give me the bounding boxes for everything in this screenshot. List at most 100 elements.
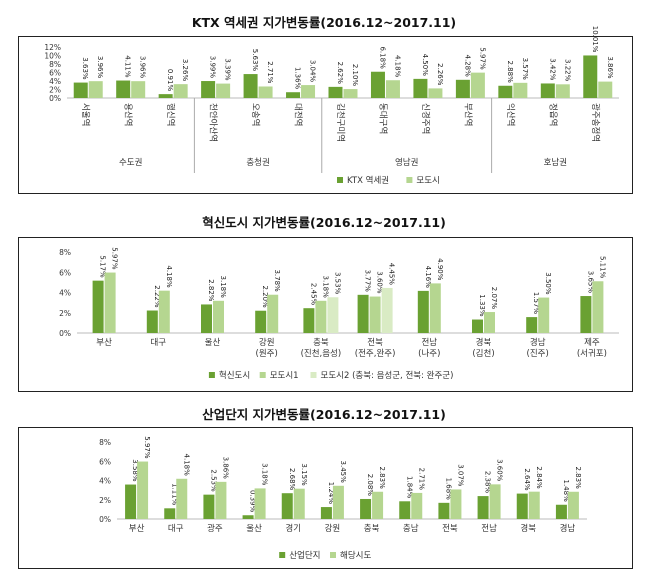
bar-primary xyxy=(286,92,301,98)
bar-comparison xyxy=(598,81,613,98)
x-tick-label: 대전역 xyxy=(293,103,304,126)
bar-comparison xyxy=(104,272,116,333)
bar-primary xyxy=(417,290,429,333)
x-tick-label: 경남 xyxy=(560,523,576,534)
y-tick-label: 6% xyxy=(99,457,111,466)
x-tick-label: 대구 xyxy=(150,338,166,348)
data-label: 3.18% xyxy=(321,276,329,299)
bar-comparison xyxy=(450,489,462,519)
data-label: 3.65% xyxy=(586,271,594,294)
legend-label: 모도시2 (충북: 음성군, 전북: 완주군) xyxy=(321,370,454,381)
bar-comparison xyxy=(137,461,149,519)
bar-comparison xyxy=(254,488,266,519)
data-label: 2.07% xyxy=(490,287,498,310)
data-label: 3.45% xyxy=(339,461,347,484)
legend-swatch xyxy=(310,372,317,378)
bar-primary xyxy=(201,81,216,98)
bar-primary xyxy=(125,484,137,519)
data-label: 3.53% xyxy=(333,272,341,295)
x-tick-label: 행신역 xyxy=(165,103,176,126)
bar-primary xyxy=(516,493,528,519)
group-label: 충청권 xyxy=(246,157,269,168)
bar-primary xyxy=(73,82,88,98)
bar-comparison xyxy=(88,81,103,98)
y-tick-label: 10% xyxy=(44,52,61,61)
data-label: 2.83% xyxy=(574,467,582,490)
data-label: 2.62% xyxy=(336,62,344,85)
data-label: 3.86% xyxy=(606,56,614,79)
bar-comparison xyxy=(484,312,495,333)
bar-primary xyxy=(203,494,215,519)
x-tick-label-line: 대구 xyxy=(150,338,166,348)
y-tick-label: 12% xyxy=(44,43,61,52)
data-label: 2.45% xyxy=(309,283,317,306)
bar-primary xyxy=(498,85,513,98)
bar-comparison xyxy=(513,82,528,98)
bar-comparison xyxy=(369,296,381,333)
x-tick-label: 대구 xyxy=(168,524,184,534)
x-tick-label-line: (나주) xyxy=(418,349,440,359)
data-label: 3.57% xyxy=(521,58,529,81)
bar-primary xyxy=(583,55,598,98)
data-label: 4.50% xyxy=(421,54,429,77)
data-label: 2.68% xyxy=(288,468,296,491)
x-tick-label: 신경주역 xyxy=(420,103,431,134)
data-label: 3.78% xyxy=(273,269,281,292)
x-tick-label-line: 경북 xyxy=(520,523,536,534)
bar-primary xyxy=(555,504,567,519)
x-tick-label: 경남 (진주) xyxy=(527,337,549,359)
bar-primary xyxy=(370,71,385,98)
bar-comparison xyxy=(267,294,279,333)
x-tick-label: 부산역 xyxy=(462,103,473,126)
y-tick-label: 2% xyxy=(59,309,71,318)
data-label: 4.45% xyxy=(388,263,396,286)
bar-primary xyxy=(360,498,372,519)
chart2-frame: 0% 2% 4% 6% 8% 5.17% 5.97% 부산 2.22% 4.18% 대구 2.82% 3… xyxy=(18,237,633,392)
x-tick-label-line: 전북 xyxy=(367,337,383,348)
bar-primary xyxy=(303,308,315,333)
data-label: 1.11% xyxy=(170,483,178,506)
data-label: 3.63% xyxy=(81,57,89,80)
x-tick-label: 강원 (원주) xyxy=(256,337,278,359)
data-label: 1.33% xyxy=(478,294,486,317)
bar-comparison xyxy=(470,72,485,98)
x-tick-label-line: 충북 xyxy=(313,338,329,348)
bar-comparison xyxy=(429,283,441,333)
data-label: 4.16% xyxy=(424,266,432,289)
bar-comparison xyxy=(567,491,579,519)
data-label: 3.04% xyxy=(309,60,317,83)
x-tick-label-line: (원주) xyxy=(256,349,278,359)
x-tick-label: 경북 xyxy=(520,523,536,534)
bar-comparison xyxy=(332,485,344,519)
group-label: 호남권 xyxy=(544,157,567,168)
bar-comparison xyxy=(315,300,327,333)
x-tick-label-line: 광주 xyxy=(207,523,223,534)
x-tick-label-line: 전남 xyxy=(421,337,437,348)
bar-comparison xyxy=(131,81,146,98)
bar-primary xyxy=(526,317,538,333)
data-label: 3.60% xyxy=(496,459,504,482)
legend-swatch xyxy=(330,552,336,558)
data-label: 3.50% xyxy=(544,272,552,295)
data-label: 2.64% xyxy=(523,468,531,491)
chart3-frame: 0% 2% 4% 6% 8% 3.58% 5.97% 부산 1.11% 4.18% 대구 2.53% 3… xyxy=(18,427,633,569)
data-label: 2.71% xyxy=(417,468,425,491)
bar-comparison xyxy=(385,80,400,98)
bar-comparison xyxy=(216,83,231,98)
data-label: 2.08% xyxy=(366,474,374,497)
legend-swatch xyxy=(279,552,286,558)
chart1-frame: 0% 2% 4% 6% 8% 10% 12% 3.63% 3.96% 서울역 4.11% 3.96% 용… xyxy=(18,26,633,194)
bar-comparison xyxy=(173,84,188,98)
bar-comparison xyxy=(213,300,224,333)
x-tick-label-line: 충북 xyxy=(364,524,380,534)
bar-comparison xyxy=(411,492,423,519)
x-tick-label-line: 울산 xyxy=(205,337,221,348)
legend-swatch xyxy=(406,177,413,183)
data-label: 2.26% xyxy=(436,63,444,86)
y-tick-label: 4% xyxy=(49,77,61,86)
bar-comparison xyxy=(528,491,540,519)
group-label: 영남권 xyxy=(395,157,418,168)
legend-swatch xyxy=(259,372,266,378)
data-label: 1.84% xyxy=(405,476,413,499)
bar-primary xyxy=(242,515,254,519)
